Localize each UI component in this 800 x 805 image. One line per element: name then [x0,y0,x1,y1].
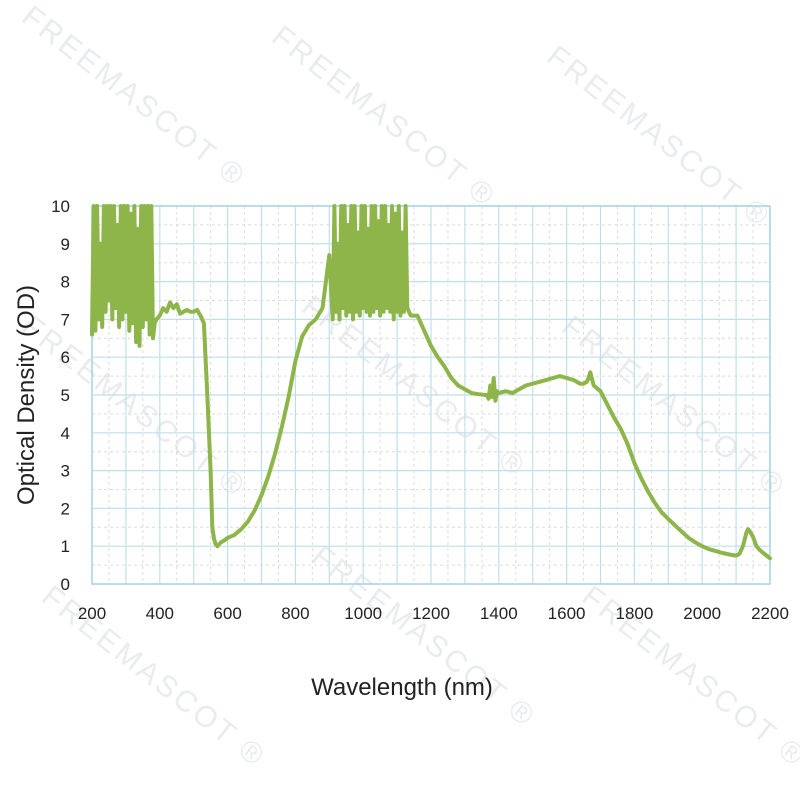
x-tick-label: 1400 [480,604,518,623]
x-tick-labels: 200 400 600 800 1000 1200 1400 1600 1800 2000 2200 [78,604,789,623]
y-tick-label: 2 [61,499,70,518]
watermark-text: FREEMASCOT ® [16,310,252,505]
x-tick-label: 1000 [344,604,382,623]
x-tick-label: 600 [213,604,241,623]
y-tick-label: 10 [51,197,70,216]
x-tick-label: 200 [78,604,106,623]
x-tick-label: 800 [281,604,309,623]
y-tick-label: 6 [61,348,70,367]
y-tick-labels: 0 1 2 3 4 5 6 7 8 9 10 [51,197,70,594]
x-axis-title: Wavelength (nm) [311,674,493,701]
grid-major [91,205,771,585]
x-tick-label: 2000 [683,604,721,623]
y-tick-label: 9 [61,235,70,254]
y-tick-label: 5 [61,386,70,405]
watermark-text: FREEMASCOT ® [16,0,252,194]
plot-frame [91,205,771,585]
x-tick-label: 1800 [615,604,653,623]
y-tick-label: 1 [61,537,70,556]
series-layer [90,204,772,561]
x-tick-label: 1200 [412,604,450,623]
watermark-text: FREEMASCOT ® [266,20,502,215]
y-tick-label: 8 [61,273,70,292]
x-tick-label: 1600 [548,604,586,623]
y-tick-label: 0 [61,575,70,594]
y-axis-title: Optical Density (OD) [13,285,40,505]
y-tick-label: 3 [61,462,70,481]
x-tick-label: 400 [146,604,174,623]
y-tick-label: 4 [61,424,70,443]
x-tick-label: 2200 [751,604,789,623]
y-tick-label: 7 [61,310,70,329]
series-line [90,204,772,561]
watermark-text: FREEMASCOT ® [306,540,542,735]
watermark-layer: FREEMASCOT ® FREEMASCOT ® FREEMASCOT ®FREE… [16,0,800,774]
watermark-text: FREEMASCOT ® [541,40,777,235]
